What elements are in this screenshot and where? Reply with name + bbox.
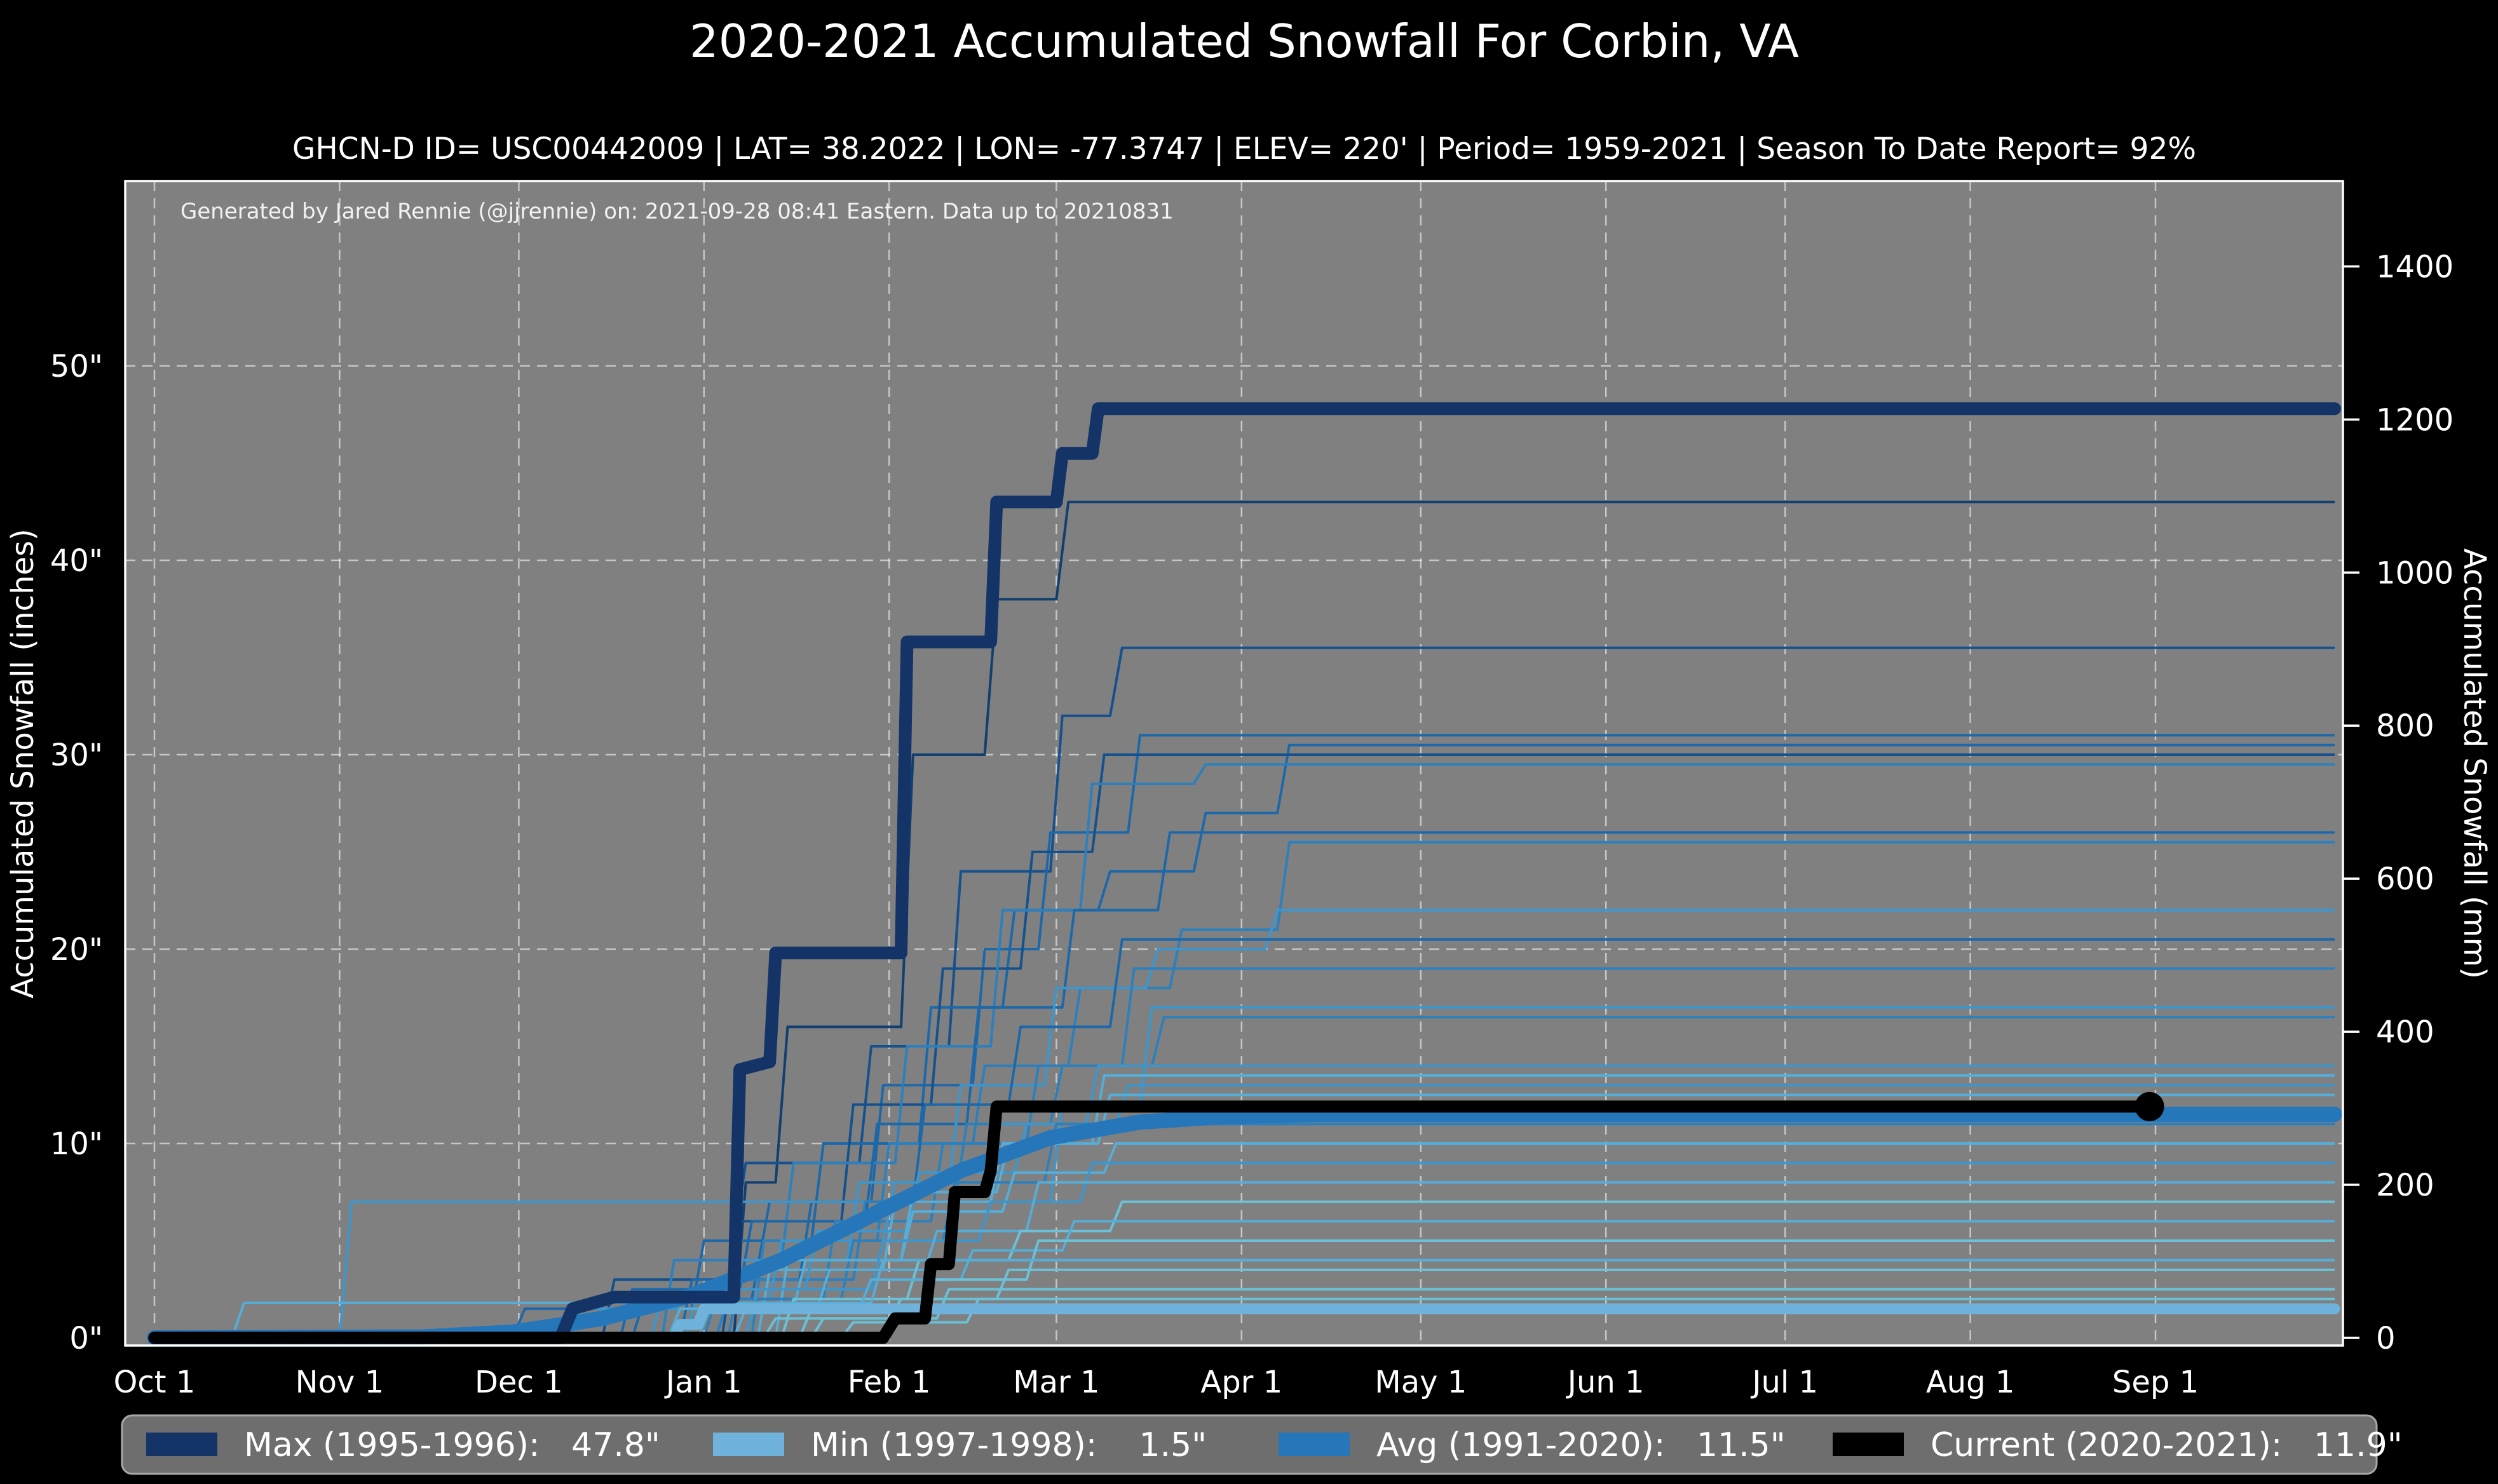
season-line [810,1288,2335,1339]
gridlines [125,181,2343,1346]
y-left-tick-label: 40" [50,543,103,579]
season-line [840,1297,2335,1339]
season-line [732,501,2335,1339]
y-right-tick-label: 400 [2376,1015,2434,1050]
legend: Max (1995-1996): 47.8" Min (1997-1998): … [121,1414,2403,1475]
season-line [744,1161,2335,1339]
x-tick-label: May 1 [1375,1365,1467,1400]
y-right-tick-label: 1400 [2376,249,2454,285]
series-line [148,402,2341,1344]
chart-subtitle: GHCN-D ID= USC00442009 | LAT= 38.2022 | … [292,132,2196,166]
x-tick-label: Oct 1 [114,1365,196,1400]
legend-label-max: Max (1995-1996): 47.8" [244,1426,660,1464]
legend-swatch-max [146,1433,217,1456]
x-tick-label: Mar 1 [1013,1365,1099,1400]
axis-ticks-and-labels: Oct 1 Nov 1 Dec 1 Jan 1 Feb 1 Mar 1 Apr 1 May 1… [50,249,2454,1400]
season-line [231,1258,2335,1339]
y-left-axis-title: Accumulated Snowfall (inches) [5,529,41,999]
x-tick-label: Aug 1 [1926,1365,2015,1400]
x-tick-label: Jun 1 [1566,1365,1645,1400]
season-line [726,1016,2335,1339]
y-left-tick-label: 50" [50,349,103,384]
y-left-tick-label: 30" [50,738,103,773]
x-tick-label: Apr 1 [1200,1365,1282,1400]
y-left-tick-label: 10" [50,1126,103,1162]
y-left-tick-label: 0" [69,1321,103,1356]
y-right-tick-label: 0 [2376,1321,2396,1356]
x-tick-label: Jul 1 [1750,1365,1818,1400]
x-tick-label: Sep 1 [2112,1365,2199,1400]
legend-swatch-current [1833,1433,1904,1456]
y-right-tick-label: 1000 [2376,555,2454,591]
legend-box [121,1414,2378,1475]
season-line [763,1268,2335,1339]
attribution-text: Generated by Jared Rennie (@jjrennie) on… [180,199,1174,224]
plot-border [124,180,2344,1347]
y-left-tick-label: 20" [50,932,103,968]
y-right-axis-title: Accumulated Snowfall (mm) [2457,548,2492,979]
y-right-tick-label: 1200 [2376,402,2454,438]
series-lines [147,402,2342,1346]
page-title: 2020-2021 Accumulated Snowfall For Corbi… [689,15,1799,68]
legend-swatch-avg [1279,1433,1350,1456]
current-end-dot [2135,1091,2164,1121]
legend-label-current: Current (2020-2021): 11.9" [1931,1426,2403,1464]
legend-label-avg: Avg (1991-2020): 11.5" [1376,1426,1786,1464]
y-right-tick-label: 600 [2376,861,2434,897]
x-tick-label: Dec 1 [475,1365,563,1400]
legend-label-min: Min (1997-1998): 1.5" [811,1426,1207,1464]
legend-swatch-min [713,1433,784,1456]
x-tick-label: Jan 1 [664,1365,742,1400]
y-right-tick-label: 200 [2376,1168,2434,1203]
x-tick-label: Nov 1 [295,1365,384,1400]
y-right-tick-label: 800 [2376,708,2434,744]
series-line [148,1100,2156,1344]
x-tick-label: Feb 1 [848,1365,931,1400]
